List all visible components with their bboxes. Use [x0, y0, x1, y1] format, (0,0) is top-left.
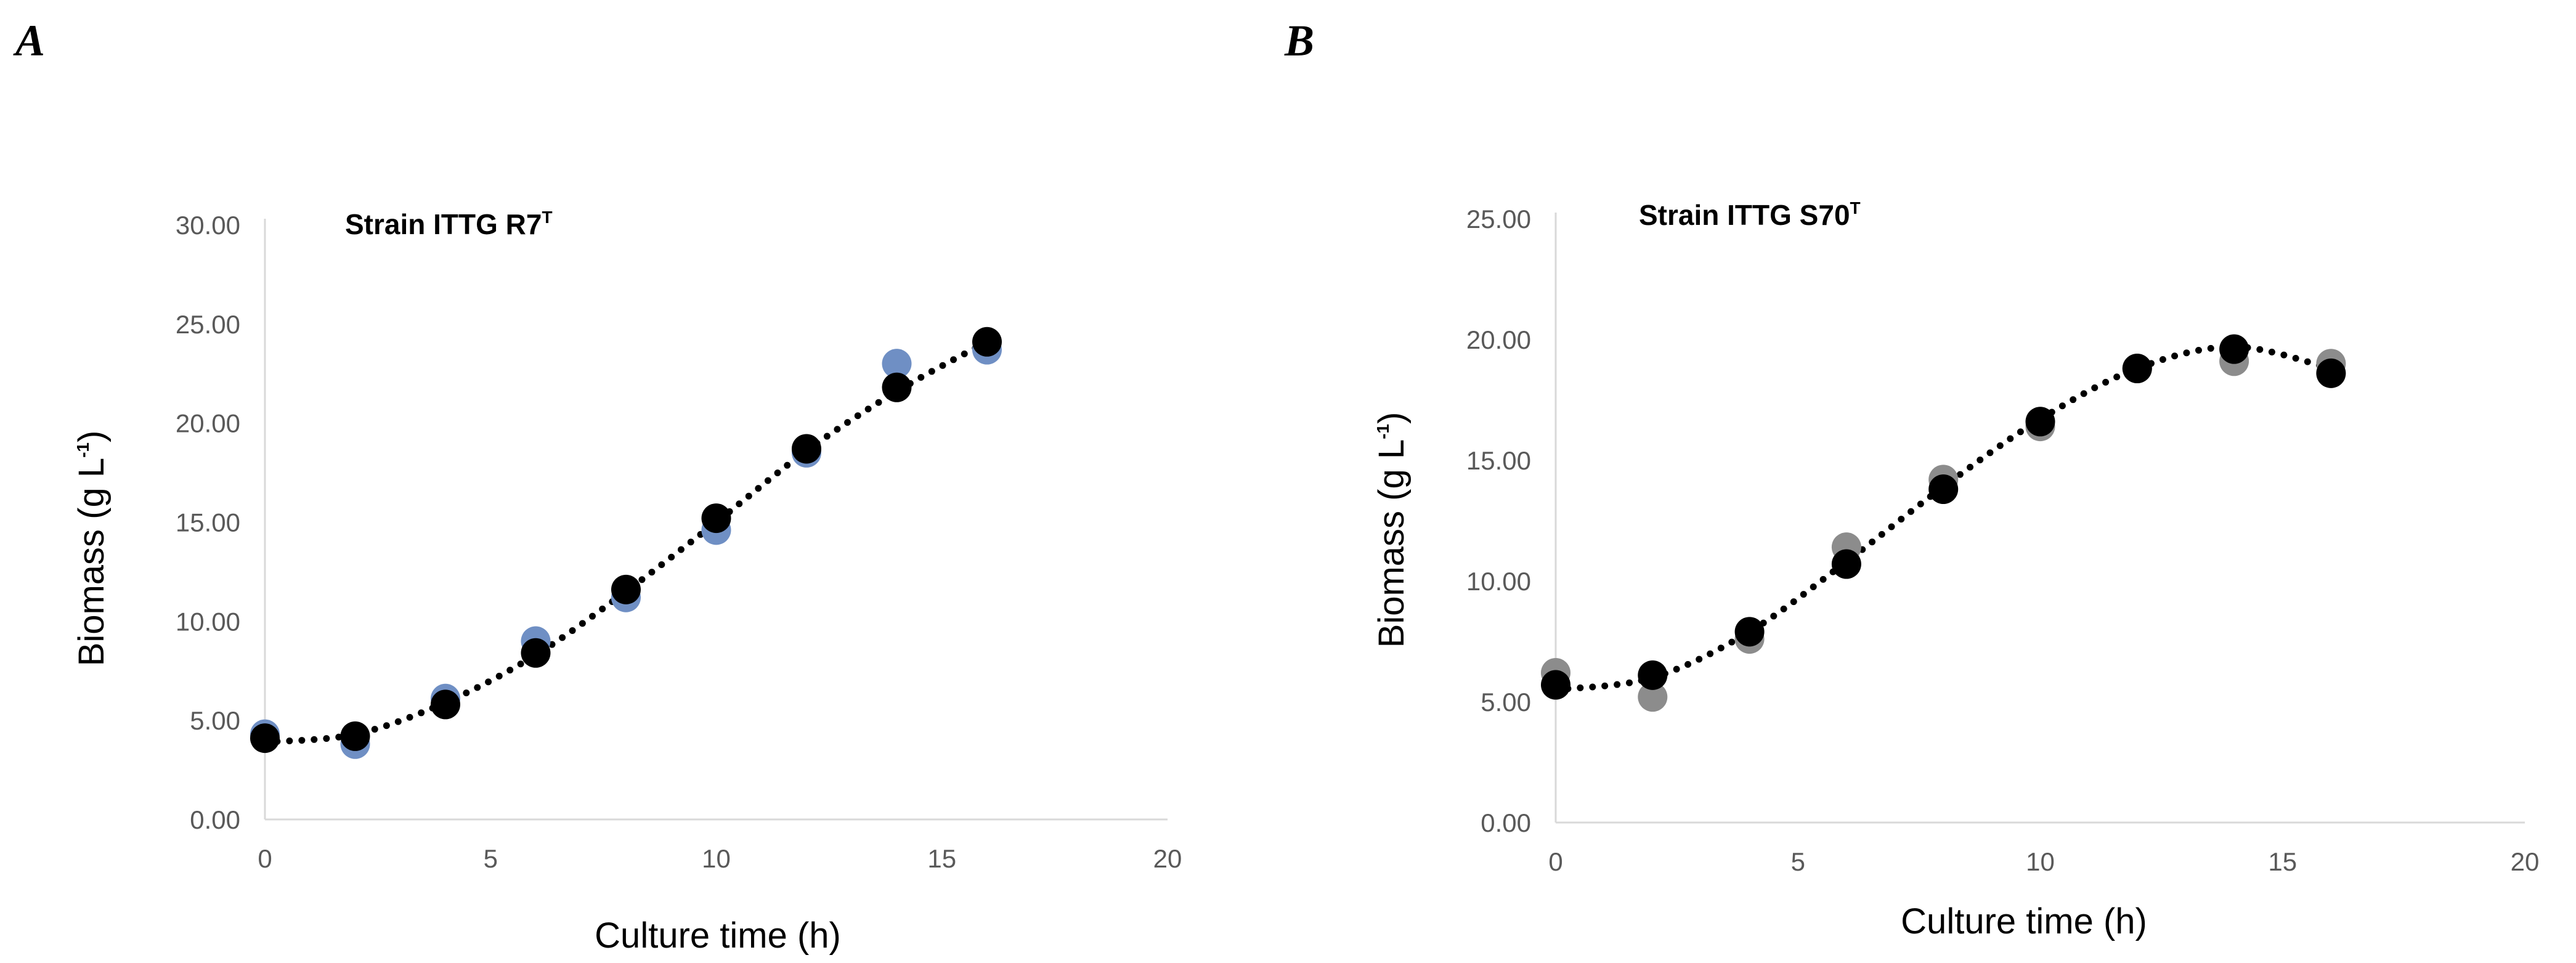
data-point-replicate-2	[1541, 670, 1570, 700]
data-point-replicate-2	[2122, 354, 2152, 384]
trendline	[261, 338, 991, 746]
data-point-replicate-2	[521, 638, 551, 668]
axes	[264, 219, 1168, 821]
trendline-path	[1552, 343, 2334, 693]
y-tick-label: 20.00	[1466, 325, 1531, 354]
trendline-path	[261, 338, 991, 746]
data-point-replicate-2	[431, 689, 460, 720]
x-tick-label: 0	[258, 844, 272, 873]
data-point-replicate-2	[1734, 617, 1765, 647]
data-point-replicate-2	[340, 721, 370, 751]
data-point-replicate-2	[1928, 474, 1959, 505]
x-tick-label: 10	[2026, 847, 2055, 876]
chart-title: Strain ITTG S70T	[1639, 198, 1861, 231]
y-axis-title: Biomass (g L-1)	[71, 431, 112, 667]
data-point-replicate-2	[2219, 334, 2249, 364]
y-tick-label: 25.00	[1466, 205, 1531, 234]
y-tick-labels: 0.00 5.00 10.00 15.00 20.00 25.00 30.00	[176, 211, 240, 834]
y-tick-label: 10.00	[176, 607, 240, 636]
data-point-replicate-2	[2025, 407, 2055, 437]
y-axis-title: Biomass (g L-1)	[1371, 412, 1412, 648]
panel-a: A 0.00 5.00 10.00 15.00 20.00 25.00 30.00 0 5 10…	[13, 16, 1182, 956]
data-point-replicate-2	[701, 503, 731, 534]
trendline	[1552, 343, 2334, 693]
y-tick-label: 20.00	[176, 409, 240, 438]
x-tick-label: 20	[1153, 844, 1182, 873]
y-tick-label: 0.00	[1481, 808, 1531, 837]
data-points	[250, 327, 1002, 759]
data-point-replicate-2	[1831, 549, 1861, 579]
x-tick-labels: 0 5 10 15 20	[1548, 847, 2539, 876]
data-point-replicate-2	[1638, 660, 1668, 690]
data-point-replicate-2	[611, 574, 641, 604]
x-tick-label: 5	[1791, 847, 1805, 876]
y-tick-label: 30.00	[176, 211, 240, 240]
y-tick-label: 0.00	[190, 805, 240, 834]
x-tick-labels: 0 5 10 15 20	[258, 844, 1182, 873]
data-point-replicate-2	[250, 723, 280, 754]
y-tick-label: 5.00	[1481, 688, 1531, 717]
x-axis-title: Culture time (h)	[595, 916, 841, 956]
y-tick-labels: 0.00 5.00 10.00 15.00 20.00 25.00	[1466, 205, 1531, 837]
y-tick-label: 15.00	[176, 508, 240, 537]
x-tick-label: 15	[2268, 847, 2297, 876]
x-tick-label: 20	[2511, 847, 2540, 876]
data-point-replicate-2	[2316, 358, 2346, 388]
y-tick-label: 25.00	[176, 310, 240, 339]
data-point-replicate-2	[792, 434, 821, 464]
y-tick-label: 5.00	[190, 706, 240, 735]
x-tick-label: 10	[702, 844, 731, 873]
y-tick-label: 15.00	[1466, 446, 1531, 475]
panel-label: B	[1284, 16, 1314, 65]
axes	[1554, 213, 2525, 824]
data-point-replicate-1	[882, 349, 912, 379]
data-point-replicate-2	[972, 327, 1002, 357]
x-tick-label: 0	[1548, 847, 1562, 876]
data-point-replicate-1	[1638, 682, 1668, 712]
chart-title: Strain ITTG R7T	[345, 208, 553, 240]
x-tick-label: 15	[927, 844, 956, 873]
x-tick-label: 5	[484, 844, 498, 873]
y-tick-label: 10.00	[1466, 567, 1531, 596]
x-axis-title: Culture time (h)	[1901, 901, 2147, 941]
data-points	[1541, 334, 2346, 712]
data-point-replicate-2	[882, 372, 912, 402]
panel-label: A	[13, 16, 45, 65]
